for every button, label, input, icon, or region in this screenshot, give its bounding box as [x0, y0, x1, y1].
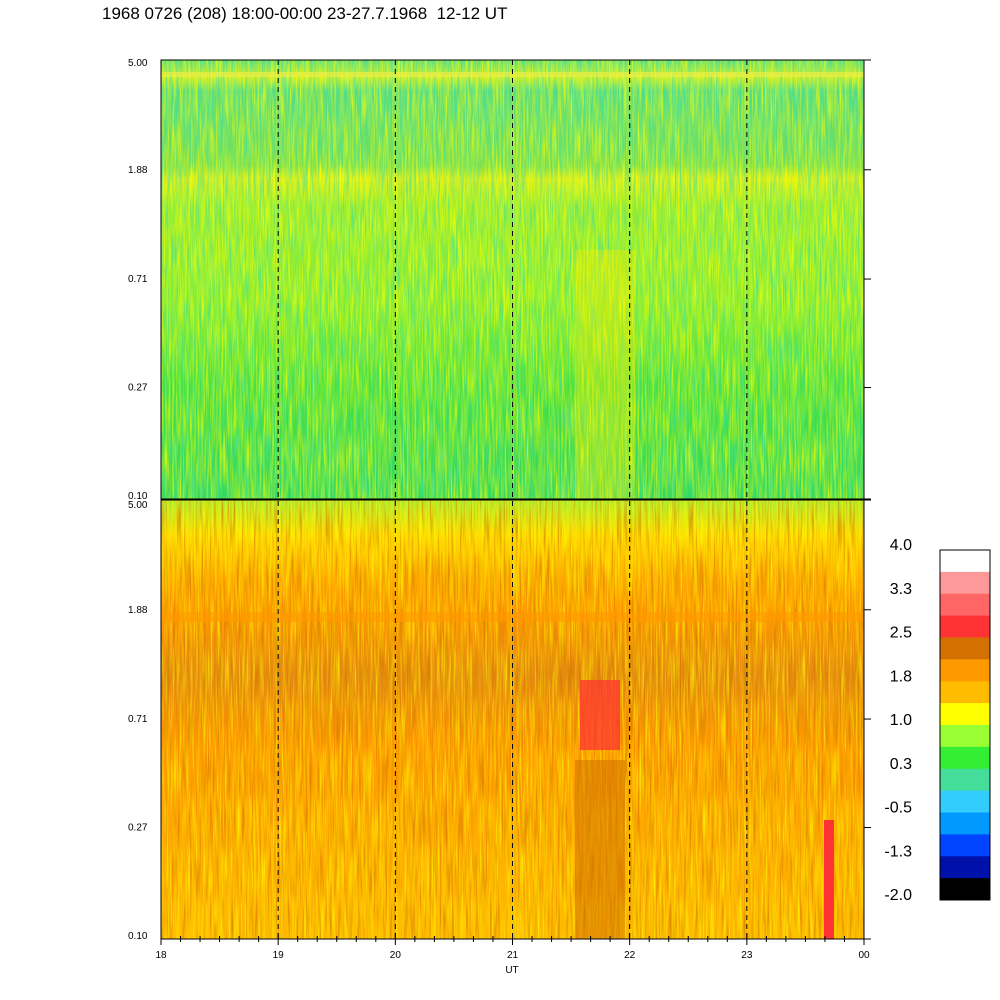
lower-panel-dark-column	[575, 760, 625, 939]
colorbar-swatch	[940, 790, 990, 813]
y-tick-label: 0.27	[128, 823, 148, 834]
lower-panel-orange-band	[161, 612, 864, 622]
upper-panel-yellow-band	[161, 72, 864, 77]
hour-gridlines	[277, 60, 748, 939]
y-tick-label: 0.10	[128, 491, 148, 502]
colorbar-swatch	[940, 878, 990, 901]
x-tick-label: 21	[507, 950, 519, 961]
colorbar-swatch	[940, 812, 990, 835]
y-tick-label: 0.27	[128, 383, 148, 394]
x-tick-label: 23	[741, 950, 753, 961]
colorbar-label: 2.5	[890, 625, 912, 642]
x-tick-label: 19	[273, 950, 285, 961]
colorbar-labels: 4.0 3.3 2.5 1.8 1.0 0.3 -0.5 -1.3 -2.0	[884, 537, 912, 904]
x-axis-title: UT	[505, 965, 518, 976]
colorbar-swatch	[940, 571, 990, 595]
x-tick-label: 20	[390, 950, 402, 961]
colorbar-label: 1.0	[890, 712, 912, 729]
colorbar-swatch	[940, 856, 990, 879]
y-tick-label: 5.00	[128, 500, 148, 511]
y-tick-label: 0.71	[128, 714, 148, 725]
y-tick-label: 0.10	[128, 931, 148, 942]
colorbar-swatch	[940, 615, 990, 638]
lower-panel-red-streak	[824, 820, 834, 939]
colorbar-label: -0.5	[884, 800, 912, 817]
colorbar-swatch	[940, 659, 990, 682]
chart-title: 1968 0726 (208) 18:00-00:00 23-27.7.1968…	[102, 4, 508, 23]
colorbar-swatch	[940, 834, 990, 857]
colorbar-swatch	[940, 725, 990, 748]
colorbar-swatch	[940, 681, 990, 704]
colorbar-label: -1.3	[884, 843, 912, 860]
upper-panel-hotspot	[575, 250, 635, 499]
colorbar-label: 3.3	[890, 581, 912, 598]
x-tick-label: 22	[624, 950, 636, 961]
colorbar-label: 4.0	[890, 537, 912, 554]
colorbar-label: 0.3	[890, 756, 912, 773]
y-tick-label: 1.88	[128, 165, 148, 176]
colorbar-frame	[939, 549, 991, 901]
colorbar-swatch	[940, 550, 990, 573]
x-tick-label: 18	[155, 950, 167, 961]
y-tick-label: 5.00	[128, 58, 148, 69]
y-tick-label: 1.88	[128, 605, 148, 616]
colorbar-label: -2.0	[884, 887, 912, 904]
colorbar-swatch	[940, 768, 990, 792]
colorbar-swatch	[940, 593, 990, 617]
colorbar-label: 1.8	[890, 668, 912, 685]
lower-panel-red-patch	[580, 680, 620, 750]
colorbar	[939, 549, 991, 901]
axis-ticks	[160, 59, 871, 945]
x-axis-labels: 18 19 20 21 22 23 00	[155, 950, 870, 961]
colorbar-swatch	[940, 703, 990, 726]
x-tick-label: 00	[858, 950, 870, 961]
colorbar-swatch	[940, 746, 990, 770]
y-tick-label: 0.71	[128, 274, 148, 285]
y-axis-labels: 5.001.880.710.270.105.001.880.710.270.10	[128, 58, 148, 942]
colorbar-swatch	[940, 637, 990, 660]
